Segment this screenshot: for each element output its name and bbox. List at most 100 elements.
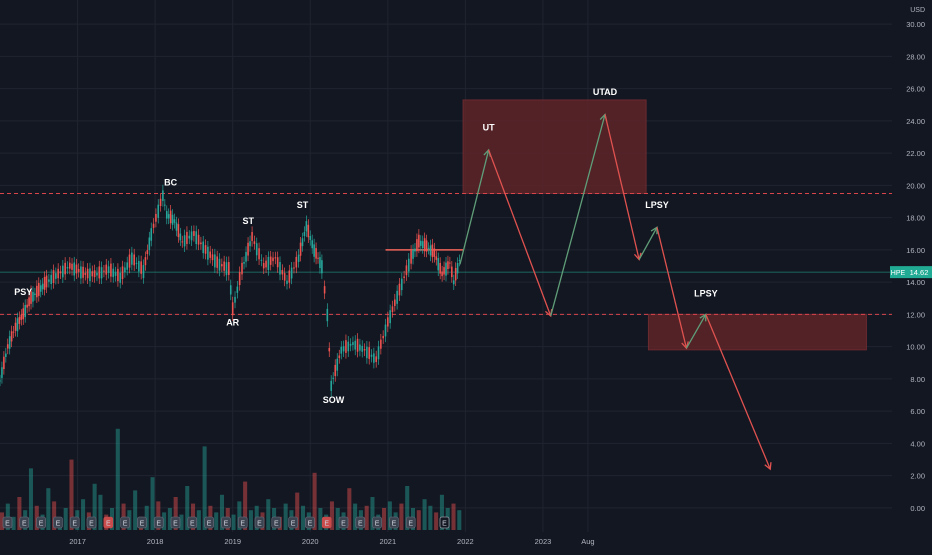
volume-layer [0,428,462,530]
wyckoff-label[interactable]: SOW [323,395,345,405]
earnings-marker[interactable]: E [69,516,80,529]
candle-body [28,297,30,307]
y-tick-label: 20.00 [906,181,925,190]
earnings-marker-upcoming[interactable]: E [439,516,450,529]
projection-segment[interactable] [685,314,707,349]
earnings-marker[interactable]: E [321,516,332,529]
projection-segment[interactable] [459,149,490,265]
candle-body [458,260,461,262]
candle-body [124,267,126,273]
earnings-marker-box [237,516,248,529]
projection-segment[interactable] [656,227,688,349]
projection-segment[interactable] [550,114,606,317]
earnings-marker[interactable]: E [221,516,231,529]
candle-body [356,338,359,352]
earnings-marker[interactable]: E [120,516,130,529]
candle-body [382,335,384,339]
earnings-marker-label: E [291,521,296,528]
earnings-marker[interactable]: E [254,516,265,529]
wyckoff-label[interactable]: UTAD [593,87,618,97]
wyckoff-label[interactable]: ST [297,200,309,210]
wyckoff-label[interactable]: LPSY [694,289,718,299]
projection-segment[interactable] [488,149,552,317]
candle-body [451,266,453,278]
candle-body [75,264,78,274]
candle-body [177,224,180,238]
earnings-marker[interactable]: E [19,516,30,529]
zone-layer [462,99,867,351]
earnings-marker[interactable]: E [237,516,248,529]
wyckoff-label[interactable]: ST [242,216,254,226]
earnings-marker[interactable]: E [2,516,13,529]
volume-bar [329,501,334,530]
wyckoff-label[interactable]: BC [164,177,177,187]
candle-body [384,324,387,337]
earnings-marker[interactable]: E [305,516,315,529]
candle-body [269,256,272,265]
volume-bar [295,492,300,530]
projection-arrowhead [764,462,772,471]
candle-body [48,279,50,282]
earnings-marker[interactable]: E [338,516,349,529]
candle-body [418,234,420,248]
candle-body [452,280,455,285]
projection-segment[interactable] [638,226,658,260]
candle-body [77,269,80,272]
earnings-marker-label: E [22,521,27,528]
earnings-marker[interactable]: E [103,516,114,529]
candle-body [202,241,205,254]
candle-body [349,343,352,346]
earnings-marker[interactable]: E [355,516,366,529]
wyckoff-label[interactable]: LPSY [645,200,669,210]
volume-bar [300,505,306,530]
earnings-marker[interactable]: E [137,516,147,529]
supply-zone[interactable] [647,313,867,351]
candle-body [86,268,89,279]
earnings-marker[interactable]: E [405,516,416,529]
earnings-marker[interactable]: E [389,516,399,529]
volume-bar [399,503,404,530]
supply-zone[interactable] [462,99,647,194]
candle-body [1,367,3,378]
wyckoff-label[interactable]: UT [483,123,495,133]
earnings-marker-box [36,516,46,529]
candle-body [165,211,168,219]
earnings-marker[interactable]: E [36,516,46,529]
earnings-marker[interactable]: E [204,516,214,529]
earnings-marker-label: E [156,521,161,528]
candle-body [366,346,368,359]
candle-body [435,256,438,260]
x-tick-label: 2018 [147,537,164,546]
earnings-marker-box [103,516,114,529]
candle-body [423,238,426,252]
earnings-marker[interactable]: E [170,516,181,529]
wyckoff-label[interactable]: PSY [14,287,32,297]
volume-bar [347,488,352,530]
earnings-marker[interactable]: E [187,516,198,529]
volume-bar [173,497,178,530]
candle-body [36,285,38,298]
candle-body [103,270,105,272]
candle-body [414,248,416,252]
projection-segment[interactable] [604,114,640,260]
candle-body [112,268,115,278]
earnings-marker[interactable]: E [153,516,164,529]
y-tick-label: 14.00 [906,278,925,287]
x-tick-label: Aug [581,537,594,546]
earnings-marker[interactable]: E [372,516,382,529]
projection-segment[interactable] [705,314,771,470]
earnings-marker[interactable]: E [86,516,97,529]
earnings-marker[interactable]: E [53,516,63,529]
volume-bar [185,486,190,530]
wyckoff-label[interactable]: AR [226,318,239,328]
candle-body [437,258,440,271]
symbol-tag[interactable] [890,266,906,279]
candle-body [297,254,300,262]
candle-body [66,266,69,269]
earnings-marker[interactable]: E [288,516,298,529]
last-price-tag[interactable] [906,266,932,279]
earnings-marker[interactable]: E [271,516,282,529]
